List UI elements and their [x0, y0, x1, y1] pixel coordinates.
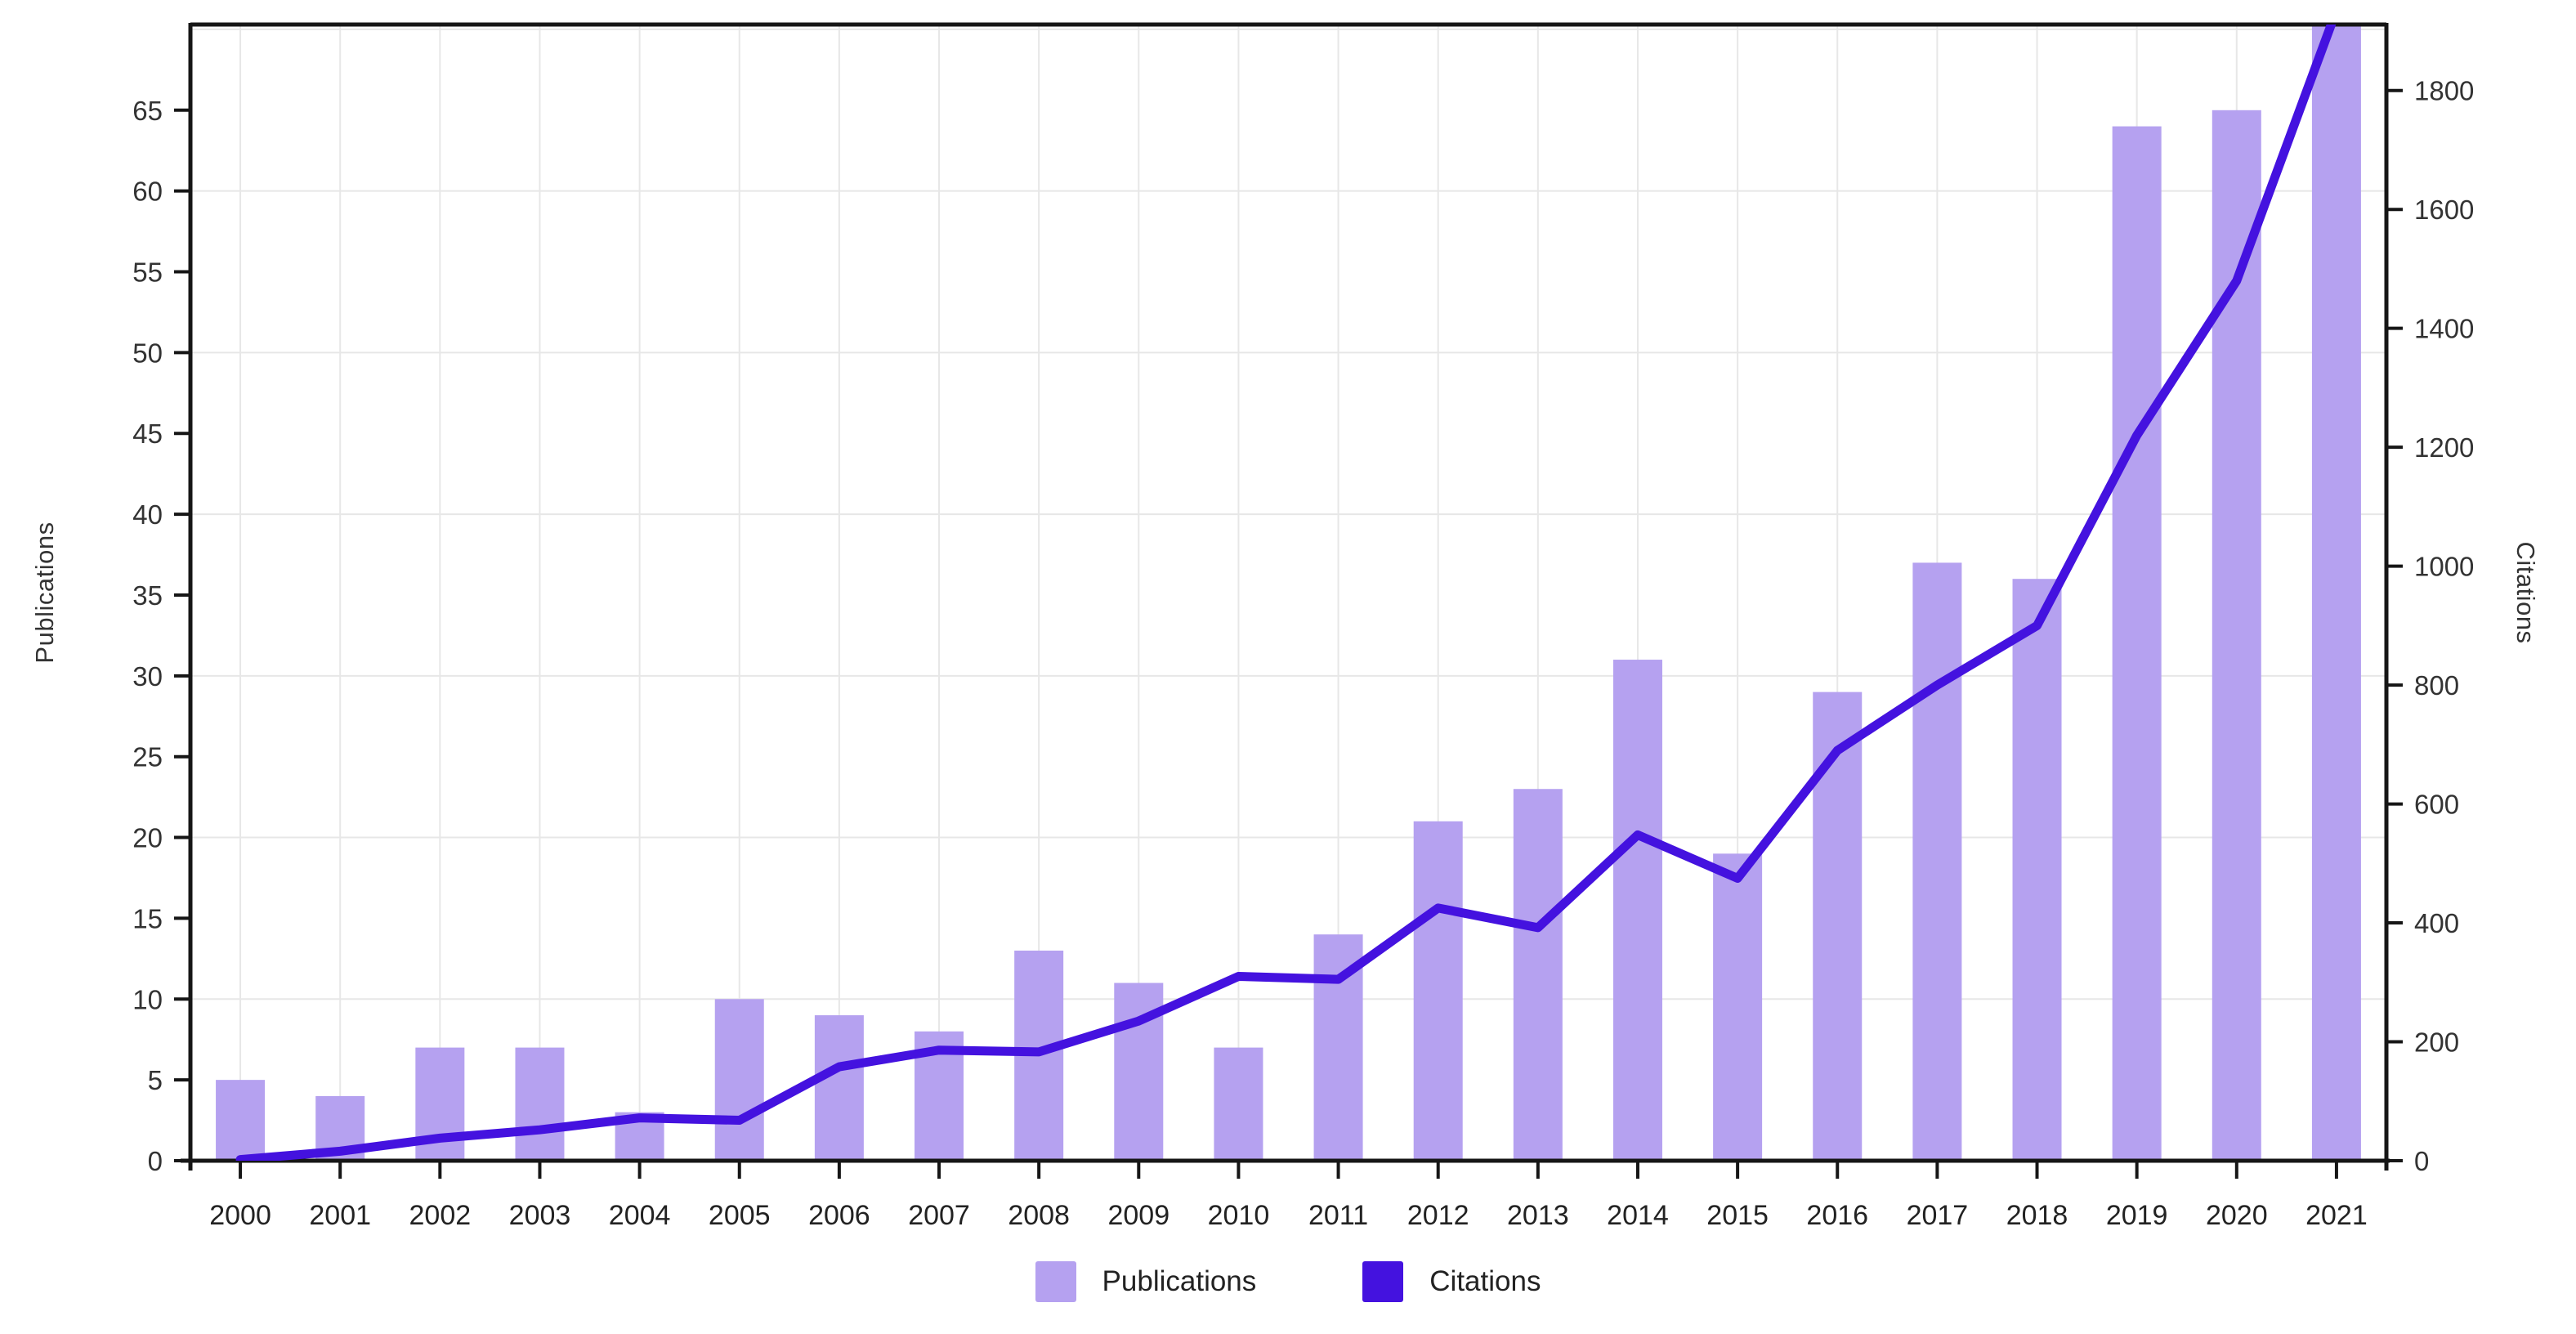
x-tick-label: 2015: [1706, 1200, 1769, 1231]
y-left-tick-label: 40: [132, 499, 163, 530]
x-tick-label: 2017: [1907, 1200, 1969, 1231]
publications-bar-2003[interactable]: [515, 1047, 565, 1161]
y-right-tick-label: 800: [2414, 670, 2459, 701]
y-right-tick-label: 600: [2414, 790, 2459, 820]
publications-bar-2016[interactable]: [1813, 692, 1863, 1161]
publications-bar-2000[interactable]: [216, 1080, 266, 1161]
legend: Publications Citations: [0, 1261, 2576, 1302]
x-tick-label: 2000: [209, 1200, 271, 1231]
y-left-tick-label: 0: [148, 1146, 163, 1176]
y-right-tick-label: 1600: [2414, 195, 2474, 225]
legend-label-citations: Citations: [1429, 1265, 1541, 1297]
x-tick-label: 2016: [1806, 1200, 1868, 1231]
x-tick-label: 2004: [609, 1200, 671, 1231]
publications-bar-2006[interactable]: [814, 1015, 864, 1161]
x-tick-label: 2006: [808, 1200, 870, 1231]
publications-swatch: [1035, 1261, 1076, 1302]
publications-bar-2014[interactable]: [1612, 660, 1662, 1161]
x-tick-label: 2002: [409, 1200, 472, 1231]
y-left-tick-label: 10: [132, 984, 163, 1014]
y-left-tick-label: 50: [132, 338, 163, 368]
legend-label-publications: Publications: [1102, 1265, 1257, 1297]
publications-bar-2021[interactable]: [2311, 0, 2361, 1161]
legend-item-citations[interactable]: Citations: [1362, 1261, 1541, 1302]
x-tick-label: 2021: [2305, 1200, 2368, 1231]
y-right-tick-label: 1200: [2414, 432, 2474, 463]
y-left-tick-label: 20: [132, 823, 163, 853]
y-left-tick-label: 25: [132, 742, 163, 772]
y-right-tick-label: 1400: [2414, 314, 2474, 344]
publications-bar-2012[interactable]: [1413, 821, 1463, 1161]
x-tick-label: 2019: [2106, 1200, 2168, 1231]
y-left-tick-label: 15: [132, 903, 163, 933]
y-left-tick-label: 60: [132, 177, 163, 207]
y-right-tick-label: 0: [2414, 1146, 2429, 1176]
x-tick-label: 2008: [1008, 1200, 1070, 1231]
line-layer: [235, 11, 2337, 1161]
y-left-tick-label: 30: [132, 661, 163, 692]
y-right-tick-label: 200: [2414, 1027, 2459, 1058]
left-axis-title: Publications: [30, 522, 59, 664]
publications-bar-2013[interactable]: [1513, 789, 1563, 1161]
x-tick-label: 2001: [309, 1200, 371, 1231]
x-tick-label: 2014: [1607, 1200, 1669, 1231]
publications-bar-2019[interactable]: [2112, 126, 2162, 1161]
publications-bar-2018[interactable]: [2012, 579, 2062, 1161]
publications-bar-2017[interactable]: [1912, 562, 1962, 1161]
y-left-tick-label: 5: [148, 1065, 163, 1095]
publications-bar-2005[interactable]: [714, 999, 764, 1161]
x-tick-label: 2020: [2206, 1200, 2268, 1231]
x-tick-label: 2005: [709, 1200, 771, 1231]
publications-bar-2020[interactable]: [2212, 110, 2261, 1161]
right-axis-title: Citations: [2511, 541, 2540, 644]
publications-bar-2015[interactable]: [1713, 853, 1763, 1161]
y-left-tick-label: 45: [132, 419, 163, 449]
y-left-tick-label: 55: [132, 257, 163, 288]
y-right-tick-label: 1800: [2414, 76, 2474, 106]
y-right-tick-label: 1000: [2414, 552, 2474, 582]
x-tick-label: 2011: [1308, 1200, 1368, 1231]
x-tick-label: 2007: [908, 1200, 970, 1231]
citations-line[interactable]: [235, 11, 2337, 1161]
x-tick-label: 2012: [1407, 1200, 1469, 1231]
x-tick-label: 2013: [1507, 1200, 1569, 1231]
y-right-tick-label: 400: [2414, 908, 2459, 938]
x-tick-label: 2003: [509, 1200, 571, 1231]
axes-layer: 0 5 10 15 20 25 30 35 40 45 50 55 60 65 0 200 400 600 800 1…: [132, 22, 2474, 1231]
bars-layer: [216, 0, 2361, 1161]
y-left-tick-label: 35: [132, 580, 163, 611]
x-tick-label: 2010: [1208, 1200, 1270, 1231]
y-left-tick-label: 65: [132, 96, 163, 126]
x-tick-label: 2018: [2006, 1200, 2068, 1231]
legend-item-publications[interactable]: Publications: [1035, 1261, 1257, 1302]
publications-bar-2010[interactable]: [1214, 1047, 1263, 1161]
citations-swatch: [1362, 1261, 1404, 1302]
x-tick-label: 2009: [1107, 1200, 1169, 1231]
